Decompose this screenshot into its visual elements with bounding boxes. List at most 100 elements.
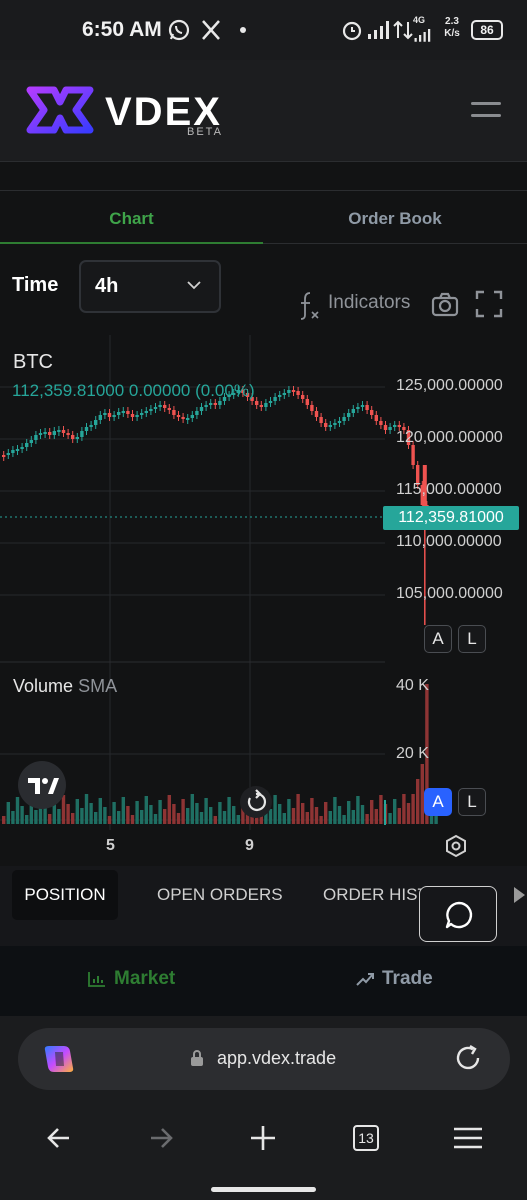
- ohlc-readout: 112,359.81000 0.00000 (0.00%): [12, 381, 255, 400]
- address-bar[interactable]: [18, 1028, 510, 1090]
- price-tick: 115,000.00000: [396, 481, 502, 498]
- candle: [153, 407, 158, 409]
- candle: [374, 415, 378, 421]
- volume-bar: [370, 800, 374, 824]
- candle: [282, 393, 286, 395]
- price-tick: 105,000.00000: [396, 585, 503, 602]
- camera-icon[interactable]: [430, 290, 460, 320]
- volume-auto-scale-button[interactable]: A: [424, 788, 452, 816]
- candle: [38, 433, 43, 435]
- candle: [388, 427, 392, 430]
- candle: [301, 395, 305, 399]
- candle: [199, 407, 204, 411]
- chat-bubble-icon: [445, 901, 473, 929]
- scroll-right-icon[interactable]: [512, 886, 526, 904]
- volume-bar: [20, 806, 24, 824]
- price-log-scale-button[interactable]: L: [458, 625, 486, 653]
- candle: [365, 405, 369, 410]
- reload-icon[interactable]: [453, 1043, 483, 1073]
- x-icon: [202, 20, 220, 40]
- volume-bar: [84, 794, 89, 824]
- price-chart[interactable]: [0, 335, 527, 865]
- tradingview-logo-icon[interactable]: [18, 761, 66, 809]
- candle: [103, 413, 107, 415]
- volume-bar: [94, 812, 98, 824]
- candle: [319, 417, 323, 423]
- volume-bar: [273, 795, 277, 824]
- volume-tick: 20 K: [396, 745, 429, 762]
- volume-bar: [149, 805, 153, 824]
- volume-bar: [80, 808, 84, 824]
- volume-bar: [172, 804, 176, 824]
- volume-log-scale-button[interactable]: L: [458, 788, 486, 816]
- candle: [397, 425, 401, 427]
- url-text[interactable]: app.vdex.trade: [217, 1048, 337, 1068]
- vdex-logo-icon[interactable]: [24, 82, 96, 138]
- tab-order-history[interactable]: ORDER HISTORY: [323, 885, 423, 904]
- browser-menu-icon[interactable]: [452, 1122, 484, 1154]
- forward-icon[interactable]: [145, 1122, 177, 1154]
- volume-bar: [356, 796, 360, 824]
- volume-tick: 40 K: [396, 677, 429, 694]
- tab-open-orders[interactable]: OPEN ORDERS: [157, 885, 283, 904]
- tabs-count-button[interactable]: 13: [353, 1125, 379, 1151]
- volume-bar: [43, 805, 47, 824]
- volume-bar: [241, 801, 245, 824]
- nav-trade[interactable]: Trade: [356, 968, 433, 990]
- volume-bar: [425, 684, 429, 824]
- candle: [278, 395, 282, 397]
- candle: [98, 415, 102, 420]
- copilot-icon[interactable]: [40, 1040, 78, 1078]
- candle: [121, 411, 125, 413]
- candle: [163, 405, 167, 408]
- candle: [15, 449, 20, 451]
- volume-label: Volume SMA: [13, 676, 117, 697]
- volume-bar: [282, 813, 286, 824]
- candle: [347, 413, 351, 417]
- candle: [126, 411, 130, 414]
- volume-bar: [222, 811, 227, 824]
- candle: [20, 447, 24, 449]
- candle: [236, 390, 240, 393]
- tab-order-book[interactable]: Order Book: [263, 198, 527, 244]
- volume-bar: [181, 799, 185, 824]
- chart-canvas[interactable]: [0, 335, 527, 865]
- new-tab-icon[interactable]: [247, 1122, 279, 1154]
- candle: [130, 414, 135, 417]
- chat-button[interactable]: [419, 886, 497, 942]
- hamburger-icon[interactable]: [468, 98, 504, 122]
- volume-bar: [374, 809, 378, 824]
- x-axis-tick: 5: [106, 837, 115, 854]
- volume-bar: [291, 808, 296, 824]
- volume-bar: [347, 801, 351, 824]
- volume-bar: [121, 797, 125, 824]
- candle: [172, 410, 176, 415]
- tab-chart[interactable]: Chart: [0, 198, 263, 244]
- candle: [383, 425, 388, 430]
- volume-bar: [11, 811, 15, 824]
- net-speed: 2.3 K/s: [440, 16, 464, 40]
- volume-bar: [135, 801, 139, 824]
- volume-bar: [98, 798, 102, 824]
- volume-bar: [333, 797, 337, 824]
- candle: [411, 445, 415, 465]
- nav-market[interactable]: Market: [88, 968, 175, 990]
- candle: [57, 430, 61, 432]
- back-icon[interactable]: [43, 1122, 75, 1154]
- reset-chart-icon[interactable]: [240, 786, 272, 818]
- volume-bar: [218, 802, 222, 824]
- settings-hex-icon[interactable]: [444, 834, 468, 858]
- candle: [416, 465, 420, 485]
- app-bottom-nav: [0, 946, 527, 1016]
- interval-select[interactable]: 4h: [79, 260, 221, 313]
- price-tick: 125,000.00000: [396, 377, 503, 394]
- tab-position[interactable]: POSITION: [12, 870, 118, 920]
- volume-bar: [397, 808, 401, 824]
- fullscreen-icon[interactable]: [475, 290, 503, 318]
- volume-bar: [342, 815, 346, 824]
- price-auto-scale-button[interactable]: A: [424, 625, 452, 653]
- candle: [356, 407, 360, 409]
- volume-bar: [393, 799, 397, 824]
- candle: [71, 435, 75, 439]
- volume-bar: [153, 814, 158, 824]
